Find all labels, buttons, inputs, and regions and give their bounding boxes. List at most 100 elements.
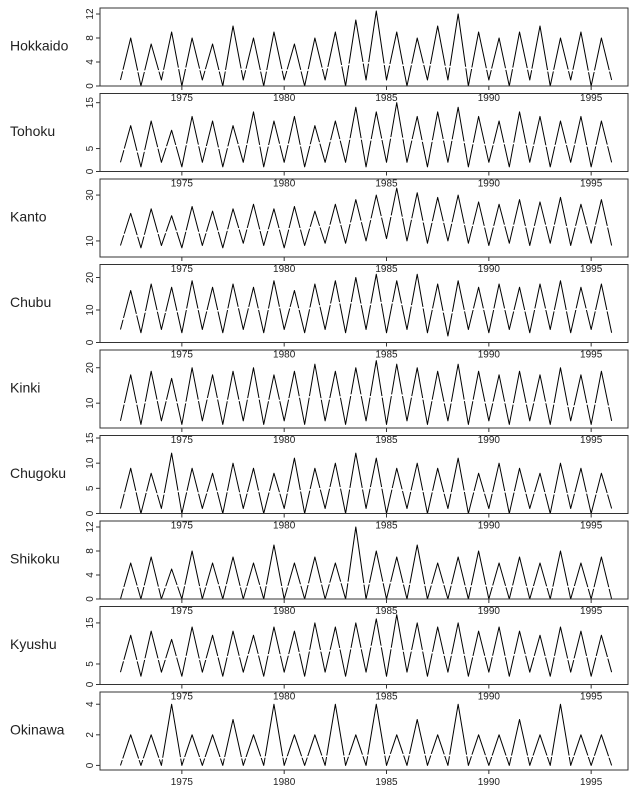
y-tick-label: 10 bbox=[85, 235, 96, 247]
x-tick-label: 1985 bbox=[375, 179, 398, 190]
y-tick-label: 10 bbox=[85, 457, 96, 469]
panel-title: Kinki bbox=[10, 380, 40, 396]
panel-title: Kanto bbox=[10, 209, 47, 225]
y-tick-label: 0 bbox=[85, 596, 96, 602]
y-tick-label: 5 bbox=[85, 145, 96, 151]
y-tick-label: 4 bbox=[85, 59, 96, 65]
y-tick-label: 20 bbox=[85, 272, 96, 284]
y-tick-label: 0 bbox=[85, 510, 96, 516]
x-tick-label: 1980 bbox=[273, 435, 296, 446]
x-tick-label: 1980 bbox=[273, 264, 296, 275]
x-tick-label: 1985 bbox=[375, 264, 398, 275]
y-tick-label: 10 bbox=[85, 397, 96, 409]
plot-frame bbox=[99, 691, 629, 771]
x-tick-label: 1975 bbox=[171, 692, 194, 703]
y-tick-label: 15 bbox=[85, 97, 96, 109]
x-tick-label: 1985 bbox=[375, 350, 398, 361]
y-tick-label: 12 bbox=[85, 8, 96, 20]
x-tick-label: 1995 bbox=[580, 435, 603, 446]
x-tick-label: 1995 bbox=[580, 521, 603, 532]
y-tick-label: 12 bbox=[85, 521, 96, 533]
x-tick-label: 1980 bbox=[273, 179, 296, 190]
y-tick-label: 10 bbox=[85, 304, 96, 316]
x-tick-label: 1980 bbox=[273, 606, 296, 617]
x-tick-label: 1995 bbox=[580, 777, 603, 788]
plot-frame bbox=[99, 435, 629, 514]
x-tick-label: 1995 bbox=[580, 606, 603, 617]
x-tick-label: 1990 bbox=[478, 179, 501, 190]
x-tick-label: 1995 bbox=[580, 264, 603, 275]
y-tick-label: 0 bbox=[85, 339, 96, 345]
x-tick-label: 1975 bbox=[171, 521, 194, 532]
smooth-line bbox=[120, 644, 612, 663]
plot-frame bbox=[99, 93, 629, 172]
smooth-line bbox=[120, 753, 612, 761]
y-tick-label: 0 bbox=[85, 762, 96, 768]
x-tick-label: 1995 bbox=[580, 350, 603, 361]
raw-line bbox=[119, 10, 613, 87]
y-tick-label: 4 bbox=[85, 572, 96, 578]
plot-frame bbox=[99, 349, 629, 429]
x-tick-label: 1975 bbox=[171, 264, 194, 275]
y-tick-label: 5 bbox=[85, 661, 96, 667]
x-tick-label: 1975 bbox=[171, 435, 194, 446]
plot-frame bbox=[99, 178, 629, 258]
raw-line bbox=[119, 187, 613, 249]
raw-line bbox=[119, 452, 613, 514]
x-tick-label: 1990 bbox=[478, 692, 501, 703]
panel-title: Chubu bbox=[10, 294, 51, 310]
y-tick-label: 4 bbox=[85, 701, 96, 707]
y-tick-label: 8 bbox=[85, 548, 96, 554]
x-tick-label: 1980 bbox=[273, 350, 296, 361]
raw-line bbox=[119, 360, 613, 425]
x-tick-label: 1990 bbox=[478, 350, 501, 361]
x-tick-label: 1975 bbox=[171, 93, 194, 104]
raw-line bbox=[119, 526, 613, 600]
y-tick-label: 0 bbox=[85, 83, 96, 89]
x-tick-label: 1980 bbox=[273, 93, 296, 104]
panel-title: Chugoku bbox=[10, 465, 66, 481]
smooth-line bbox=[120, 301, 612, 321]
smooth-line bbox=[120, 136, 612, 154]
x-tick-label: 1995 bbox=[580, 93, 603, 104]
y-tick-label: 8 bbox=[85, 35, 96, 41]
smooth-line bbox=[120, 393, 612, 408]
plot-frame bbox=[99, 520, 629, 600]
x-tick-label: 1980 bbox=[273, 777, 296, 788]
x-tick-label: 1975 bbox=[171, 777, 194, 788]
smooth-line bbox=[120, 61, 612, 73]
y-tick-label: 0 bbox=[85, 681, 96, 687]
x-tick-label: 1985 bbox=[375, 521, 398, 532]
x-tick-label: 1980 bbox=[273, 692, 296, 703]
y-tick-label: 2 bbox=[85, 732, 96, 738]
x-tick-label: 1975 bbox=[171, 350, 194, 361]
raw-line bbox=[119, 614, 613, 677]
x-tick-label: 1990 bbox=[478, 777, 501, 788]
x-tick-label: 1985 bbox=[375, 435, 398, 446]
smooth-line bbox=[120, 581, 612, 589]
x-tick-label: 1995 bbox=[580, 692, 603, 703]
y-tick-label: 15 bbox=[85, 617, 96, 629]
plot-frame bbox=[99, 7, 629, 87]
y-tick-label: 15 bbox=[85, 432, 96, 444]
x-tick-label: 1990 bbox=[478, 264, 501, 275]
plot-frame bbox=[99, 606, 629, 685]
y-tick-label: 30 bbox=[85, 189, 96, 201]
y-tick-label: 20 bbox=[85, 362, 96, 374]
x-tick-label: 1990 bbox=[478, 521, 501, 532]
x-tick-label: 1975 bbox=[171, 606, 194, 617]
panel-title: Okinawa bbox=[10, 722, 65, 738]
x-tick-label: 1995 bbox=[580, 179, 603, 190]
raw-line bbox=[119, 703, 613, 766]
plot-frame bbox=[99, 264, 629, 343]
x-tick-label: 1990 bbox=[478, 93, 501, 104]
smooth-line bbox=[120, 214, 612, 238]
y-tick-label: 0 bbox=[85, 168, 96, 174]
raw-line bbox=[119, 273, 613, 337]
x-tick-label: 1985 bbox=[375, 606, 398, 617]
y-tick-label: 5 bbox=[85, 485, 96, 491]
x-tick-label: 1975 bbox=[171, 179, 194, 190]
panel-title: Tohoku bbox=[10, 123, 55, 139]
